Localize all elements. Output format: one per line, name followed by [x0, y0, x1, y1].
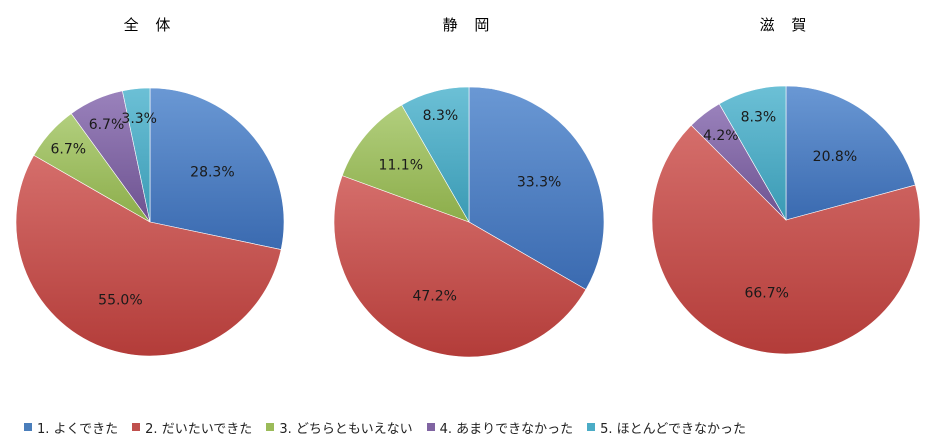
slice-label: 6.7% [89, 117, 125, 133]
slice-label: 4.2% [703, 128, 739, 144]
pie-slice [401, 86, 470, 224]
pie-slice [333, 175, 587, 358]
pie-slice [785, 85, 916, 221]
legend-label: 1. よくできた [37, 421, 119, 437]
legend-label: 4. あまりできなかった [439, 421, 574, 437]
slice-label: 55.0% [98, 293, 142, 309]
pie-slice [15, 154, 282, 357]
pie-slice [341, 104, 470, 223]
chart-title: 全 体 [124, 16, 177, 34]
legend-label: 5. ほとんどできなかった [600, 421, 747, 437]
legend: 1. よくできた 2. だいたいできた 3. どちらともいえない 4. あまりできなか… [24, 417, 760, 437]
slice-label: 11.1% [379, 158, 423, 174]
pie-slice [122, 87, 151, 223]
legend-swatch [266, 423, 275, 431]
slice-label: 28.3% [190, 164, 234, 180]
chart-title: 静 岡 [443, 16, 496, 34]
slice-label: 8.3% [423, 108, 459, 124]
legend-swatch [587, 423, 596, 431]
legend-swatch [426, 423, 435, 431]
slice-label: 33.3% [517, 175, 561, 191]
slice-label: 6.7% [51, 142, 87, 158]
legend-swatch [24, 423, 32, 431]
slice-label: 47.2% [412, 288, 456, 304]
pie-charts: 全 体28.3%55.0%6.7%6.7%3.3%静 岡33.3%47.2%11… [15, 16, 921, 358]
slice-label: 20.8% [813, 149, 857, 165]
legend-label: 3. どちらともいえない [279, 421, 413, 437]
slice-label: 3.3% [121, 111, 157, 127]
legend-item: 1. よくできた [24, 418, 118, 437]
chart-title: 滋 賀 [760, 16, 813, 34]
pie-slice [651, 124, 921, 355]
legend-item: 3. どちらともいえない [266, 418, 413, 437]
legend-label: 2. だいたいできた [145, 421, 253, 437]
legend-item: 2. だいたいできた [132, 418, 252, 437]
slice-label: 8.3% [741, 109, 777, 125]
legend-swatch [132, 423, 141, 431]
legend-item: 4. あまりできなかった [426, 418, 574, 437]
pie-slice [468, 86, 605, 290]
legend-item: 5. ほとんどできなかった [587, 418, 746, 437]
pie-slice [718, 85, 787, 222]
slice-label: 66.7% [744, 286, 788, 302]
pie-slice [149, 87, 285, 250]
